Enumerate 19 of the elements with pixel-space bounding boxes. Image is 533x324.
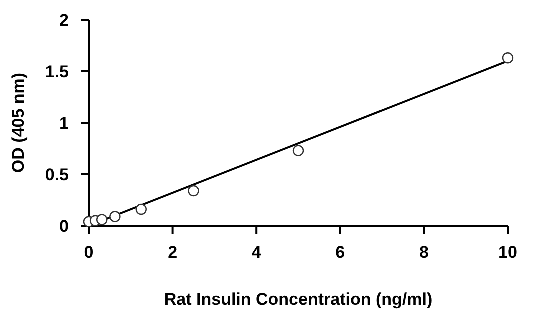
point [96, 214, 108, 226]
y-axis-title: OD (405 nm) [9, 72, 28, 174]
point [136, 204, 147, 216]
x-tick-label: 4 [252, 243, 262, 262]
x-tick-label: 6 [336, 243, 346, 262]
y-tick-label: 1.5 [45, 62, 69, 82]
point [188, 185, 200, 197]
point [110, 211, 121, 222]
y-tick-label: 2 [60, 10, 69, 30]
y-tick-label: 0 [60, 216, 69, 236]
x-axis-title: Rat Insulin Concentration (ng/ml) [164, 290, 433, 309]
x-tick-label: 8 [419, 243, 429, 262]
x-tick-label: 10 [498, 243, 518, 262]
point [502, 52, 514, 64]
y-tick-label: 1 [60, 114, 69, 133]
point [292, 145, 304, 156]
x-tick-label: 2 [168, 243, 178, 262]
x-tick-label: 0 [84, 243, 94, 262]
y-tick-label: 0.5 [45, 165, 69, 184]
